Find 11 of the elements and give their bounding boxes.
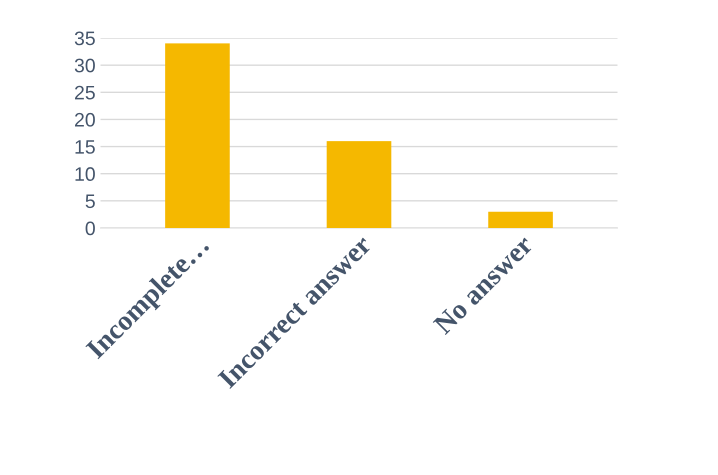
- bar: [326, 141, 392, 228]
- y-tick-label: 5: [86, 194, 95, 208]
- y-tick-label: 30: [74, 58, 95, 72]
- y-tick-label: 35: [74, 31, 95, 46]
- bar: [488, 212, 553, 228]
- y-tick-label: 20: [75, 112, 95, 127]
- bar: [165, 43, 230, 228]
- y-tick-label: 10: [76, 167, 95, 181]
- y-tick-label: 25: [75, 86, 95, 100]
- y-tick-label: 0: [86, 221, 95, 236]
- y-tick-label: 15: [76, 140, 95, 154]
